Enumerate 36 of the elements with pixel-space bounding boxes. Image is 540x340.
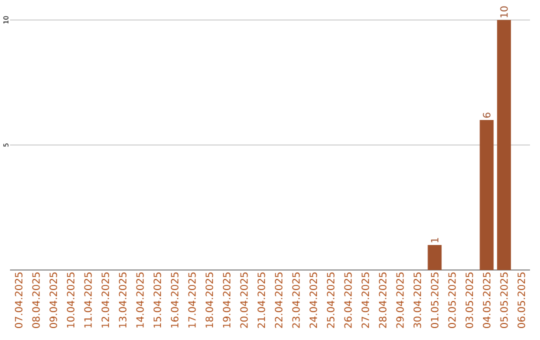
x-tick-label: 13.04.2025: [118, 272, 126, 328]
x-tick-label: 29.04.2025: [396, 272, 404, 328]
x-tick-label: 17.04.2025: [188, 272, 196, 328]
x-tick-label: 26.04.2025: [344, 272, 352, 328]
x-tick-label: 20.04.2025: [240, 272, 248, 328]
x-tick-label: 08.04.2025: [32, 272, 40, 328]
x-tick-label: 15.04.2025: [154, 272, 162, 328]
x-tick-label: 09.04.2025: [50, 272, 58, 328]
x-tick-label: 07.04.2025: [14, 272, 22, 328]
x-tick-label: 12.04.2025: [102, 272, 110, 328]
x-tick-label: 19.04.2025: [222, 272, 230, 328]
x-tick-label: 06.05.2025: [518, 272, 526, 328]
bar: [497, 20, 511, 270]
x-tick-label: 28.04.2025: [378, 272, 386, 328]
x-tick-label: 21.04.2025: [258, 272, 266, 328]
x-tick-label: 27.04.2025: [362, 272, 370, 328]
x-tick-label: 14.04.2025: [136, 272, 144, 328]
x-tick-label: 16.04.2025: [170, 272, 178, 328]
x-tick-label: 02.05.2025: [448, 272, 456, 328]
x-tick-label: 30.04.2025: [414, 272, 422, 328]
x-tick-label: 25.04.2025: [326, 272, 334, 328]
data-label: 10: [500, 6, 508, 18]
x-tick-label: 23.04.2025: [292, 272, 300, 328]
data-label: 1: [431, 238, 438, 242]
x-tick-label: 11.04.2025: [84, 272, 92, 328]
x-tick-label: 10.04.2025: [66, 272, 74, 328]
x-tick-label: 01.05.2025: [430, 272, 438, 328]
x-tick-label: 03.05.2025: [466, 272, 474, 328]
x-tick-label: 24.04.2025: [310, 272, 318, 328]
data-label: 6: [482, 112, 490, 118]
x-tick-label: 05.05.2025: [500, 272, 508, 328]
bar: [480, 120, 494, 270]
bar: [428, 245, 442, 270]
x-tick-label: 18.04.2025: [206, 272, 214, 328]
x-tick-label: 04.05.2025: [482, 272, 490, 328]
x-tick-label: 22.04.2025: [274, 272, 282, 328]
